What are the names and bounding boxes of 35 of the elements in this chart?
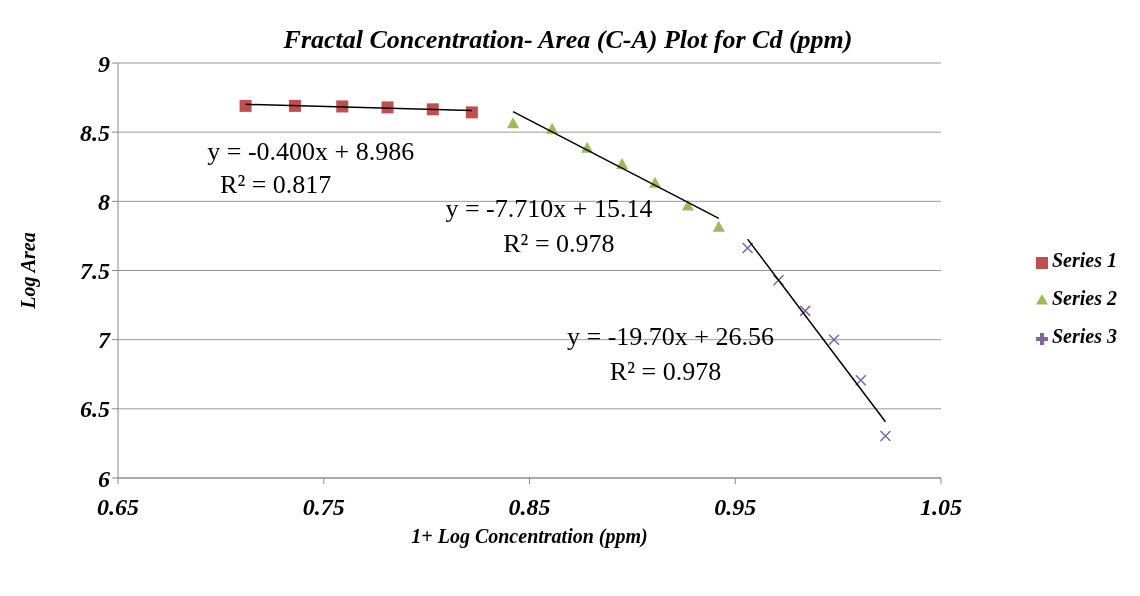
legend-label: Series 3 bbox=[1052, 325, 1117, 347]
point bbox=[772, 274, 785, 286]
y-tick-label: 9 bbox=[98, 50, 110, 77]
x-tick-label: 0.85 bbox=[508, 494, 551, 521]
annotation: y = -0.400x + 8.986 bbox=[207, 136, 415, 166]
y-tick-label: 7 bbox=[98, 327, 111, 354]
point bbox=[855, 374, 867, 387]
point bbox=[507, 117, 520, 129]
y-tick-label: 7.5 bbox=[80, 258, 110, 285]
legend-label: Series 1 bbox=[1052, 249, 1117, 271]
y-tick-label: 8 bbox=[98, 188, 110, 215]
point bbox=[879, 430, 892, 442]
point bbox=[239, 99, 252, 112]
annotation: R² = 0.978 bbox=[503, 228, 615, 258]
x-tick-label: 1.05 bbox=[920, 494, 962, 521]
annotation: R² = 0.978 bbox=[609, 356, 722, 386]
x-tick-label: 0.75 bbox=[302, 494, 345, 521]
chart-title: Fractal Concentration- Area (C-A) Plot for Cd (ppm) bbox=[282, 25, 853, 54]
point bbox=[712, 220, 725, 232]
x-tick-label: 0.95 bbox=[714, 494, 757, 521]
y-tick-label: 8.5 bbox=[80, 119, 110, 146]
point bbox=[799, 305, 811, 317]
point bbox=[465, 106, 478, 119]
annotation: y = -19.70x + 26.56 bbox=[567, 321, 775, 351]
y-tick-label: 6.5 bbox=[80, 396, 110, 423]
y-tick-label: 6 bbox=[98, 465, 110, 492]
annotation: y = -7.710x + 15.14 bbox=[445, 193, 653, 223]
point bbox=[828, 333, 840, 346]
legend-label: Series 2 bbox=[1052, 287, 1117, 309]
x-tick-label: 0.65 bbox=[97, 494, 139, 521]
y-axis-title: Log Area bbox=[17, 232, 41, 310]
x-axis-title: 1+ Log Concentration (ppm) bbox=[411, 525, 648, 548]
point bbox=[426, 103, 439, 116]
annotation: R² = 0.817 bbox=[220, 169, 332, 199]
point bbox=[741, 242, 754, 254]
